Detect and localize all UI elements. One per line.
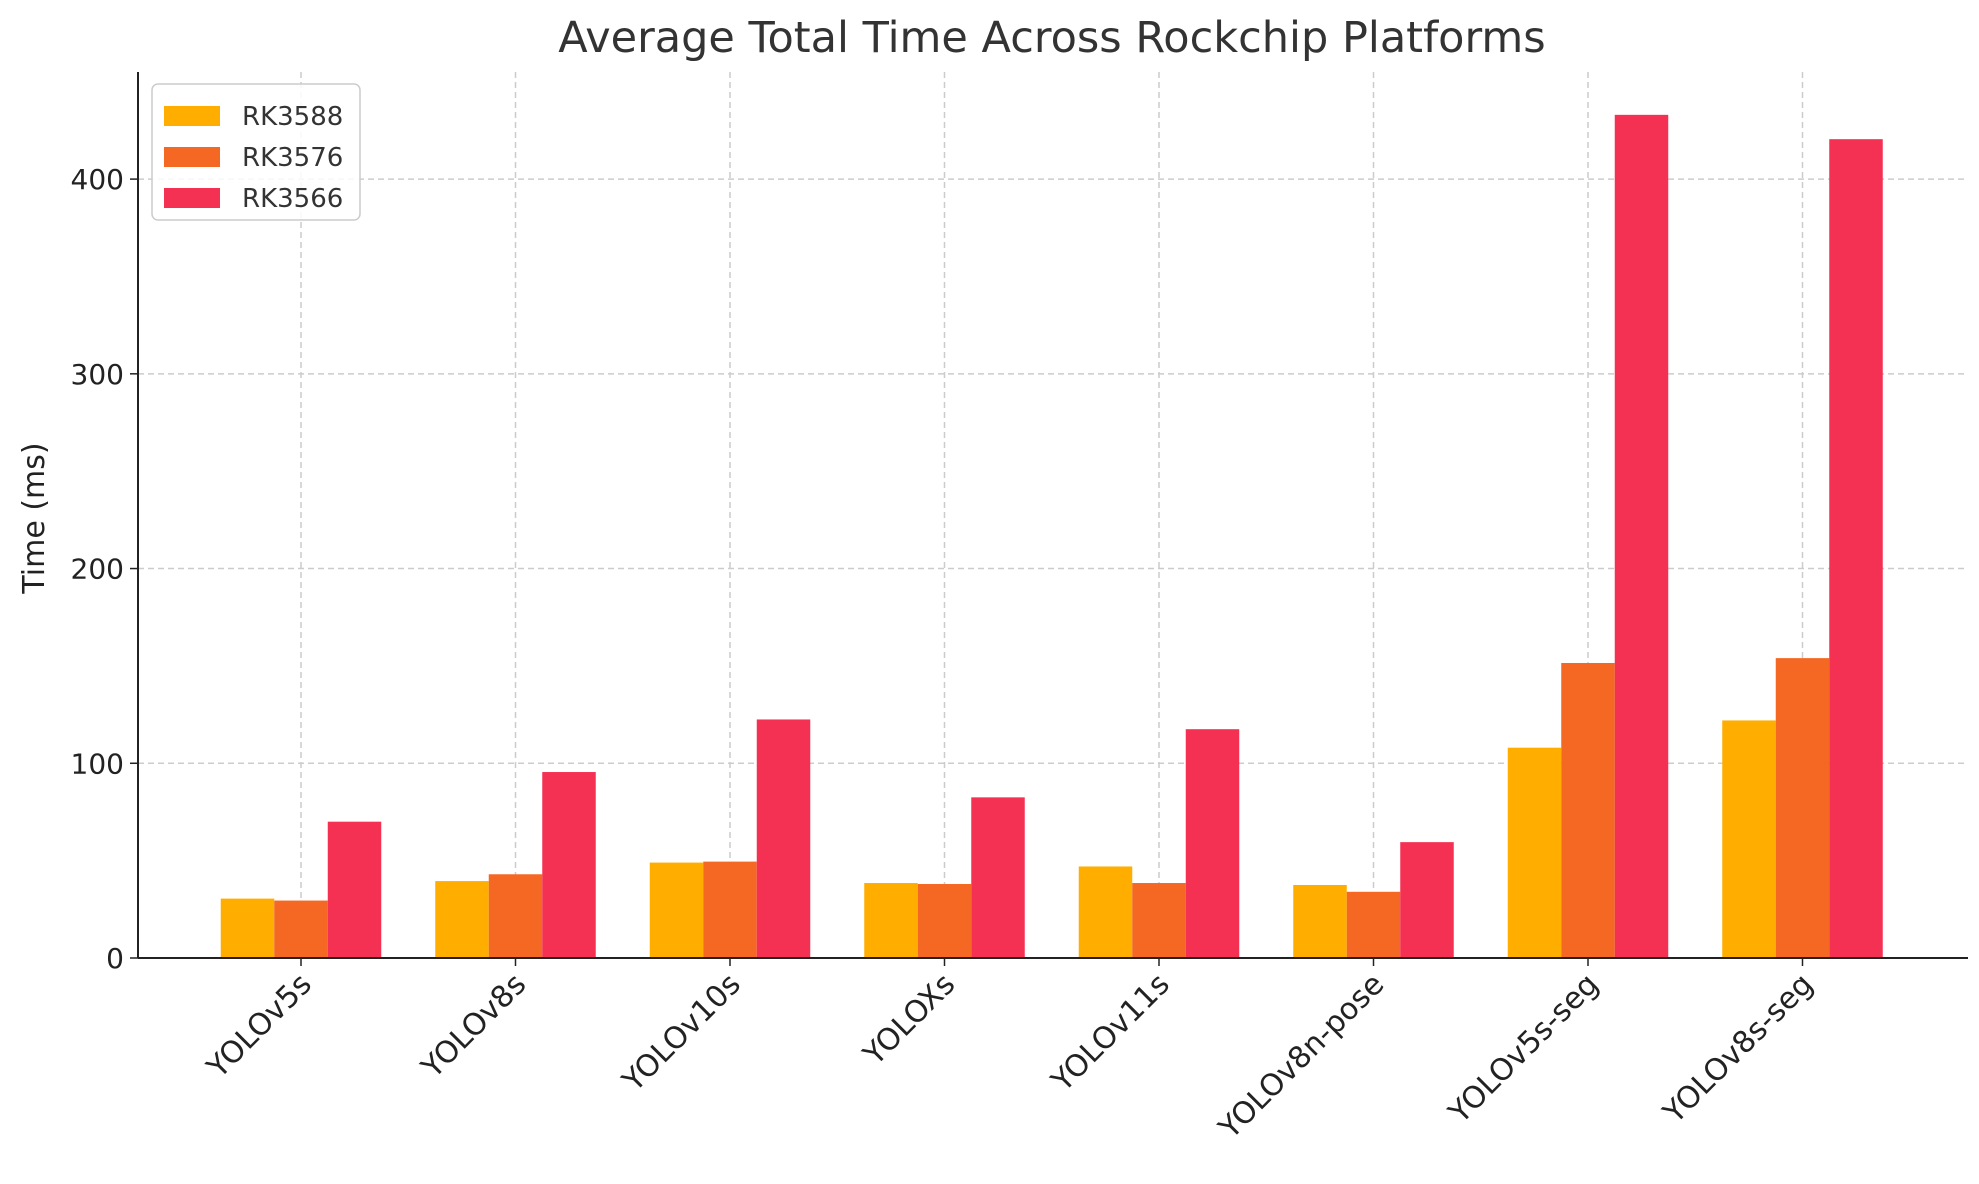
x-tick-label: YOLOv8s-seg xyxy=(1656,967,1820,1131)
y-axis-label: Time (ms) xyxy=(17,442,52,594)
x-tick-label: YOLOv11s xyxy=(1044,967,1176,1099)
y-tick-label: 300 xyxy=(71,358,124,391)
bar-rk3566-yoloxs xyxy=(971,797,1025,958)
bars-layer xyxy=(220,114,1883,959)
bar-rk3588-yolov5s-seg xyxy=(1507,747,1562,958)
bar-rk3588-yolov10s xyxy=(649,862,704,958)
legend-swatch-rk3576 xyxy=(164,147,220,167)
bar-rk3566-yolov11s xyxy=(1185,729,1240,958)
bar-rk3576-yolov5s xyxy=(274,900,328,958)
x-tick-label: YOLOv8s xyxy=(414,967,533,1086)
bar-rk3566-yolov8n-pose xyxy=(1400,842,1454,958)
legend-swatch-rk3566 xyxy=(164,188,220,208)
bar-rk3566-yolov8s-seg xyxy=(1829,139,1883,958)
chart-title: Average Total Time Across Rockchip Platf… xyxy=(558,13,1545,63)
ticks-layer: 0 100 200 300 400 YOLOv5s YOLOv8s YOLOv10s YOLOX… xyxy=(71,163,1821,1146)
y-tick-label: 200 xyxy=(71,553,124,586)
bar-rk3588-yolov5s xyxy=(220,898,275,958)
x-tick-label: YOLOv8n-pose xyxy=(1212,967,1391,1146)
bar-rk3566-yolov5s xyxy=(327,821,382,958)
bar-rk3588-yolov8s-seg xyxy=(1722,720,1776,958)
x-tick-label: YOLOXs xyxy=(856,967,962,1073)
bar-rk3588-yolov8n-pose xyxy=(1293,884,1347,958)
bar-rk3576-yolov8s-seg xyxy=(1775,658,1830,958)
legend-swatch-rk3588 xyxy=(164,106,220,126)
bar-rk3588-yoloxs xyxy=(864,883,918,958)
x-tick-label: YOLOv10s xyxy=(615,967,747,1099)
bar-rk3588-yolov11s xyxy=(1078,866,1133,958)
grid-layer xyxy=(138,72,1968,958)
bar-rk3576-yolov5s-seg xyxy=(1561,662,1615,958)
bar-rk3588-yolov8s xyxy=(435,881,489,958)
bar-rk3576-yolov8s xyxy=(488,874,543,958)
bar-rk3566-yolov10s xyxy=(756,719,811,958)
bar-rk3576-yolov10s xyxy=(703,861,757,958)
bar-rk3576-yolov11s xyxy=(1132,883,1186,958)
y-tick-label: 100 xyxy=(71,747,124,780)
legend-label-rk3588: RK3588 xyxy=(242,102,343,132)
legend-label-rk3576: RK3576 xyxy=(242,143,343,173)
legend[interactable]: RK3588 RK3576 RK3566 xyxy=(151,83,361,221)
y-tick-label: 0 xyxy=(106,942,124,975)
x-tick-label: YOLOv5s-seg xyxy=(1442,967,1606,1131)
x-tick-label: YOLOv5s xyxy=(200,967,319,1086)
bar-rk3576-yolov8n-pose xyxy=(1346,891,1401,958)
bar-rk3566-yolov8s xyxy=(542,772,596,958)
bar-rk3566-yolov5s-seg xyxy=(1614,114,1669,959)
y-tick-label: 400 xyxy=(71,163,124,196)
axes-layer xyxy=(137,72,1968,959)
legend-label-rk3566: RK3566 xyxy=(242,184,343,214)
bar-rk3576-yoloxs xyxy=(917,884,972,958)
